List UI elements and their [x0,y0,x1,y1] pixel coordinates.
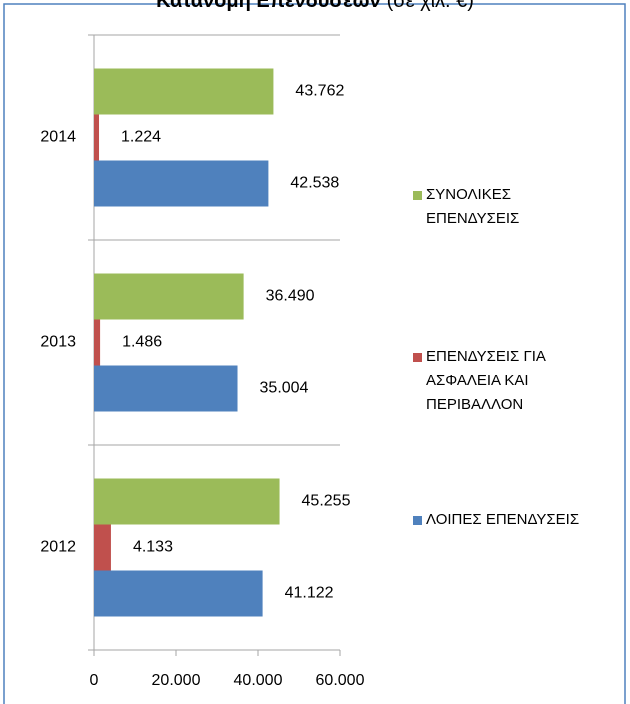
bar [94,570,263,617]
bar [94,68,274,115]
legend-label: ΣΥΝΟΛΙΚΕΣ ΕΠΕΝΔΥΣΕΙΣ [426,186,520,227]
data-label: 4.133 [133,539,173,556]
x-tick-label: 20.000 [152,672,201,689]
chart-title-group: Κατανομή Επενδύσεων (σε χιλ. €) [156,0,474,12]
y-tick-label: 2013 [40,334,76,351]
y-tick-label: 2012 [40,539,76,556]
data-label: 42.538 [290,175,339,192]
x-tick-label: 40.000 [234,672,283,689]
legend-item: ΣΥΝΟΛΙΚΕΣ ΕΠΕΝΔΥΣΕΙΣ [413,183,563,231]
bar [94,273,244,320]
legend-swatch [413,516,422,525]
legend-item: ΛΟΙΠΕΣ ΕΠΕΝΔΥΣΕΙΣ [413,508,613,532]
bar [94,478,280,525]
data-label: 35.004 [260,380,309,397]
bar [94,160,269,207]
legend-label: ΕΠΕΝΔΥΣΕΙΣ ΓΙΑ ΑΣΦΑΛΕΙΑ ΚΑΙ ΠΕΡΙΒΑΛΛΟΝ [426,348,546,413]
legend-label: ΛΟΙΠΕΣ ΕΠΕΝΔΥΣΕΙΣ [426,511,580,528]
data-label: 41.122 [285,585,334,602]
chart-title: Κατανομή Επενδύσεων [156,0,381,12]
legend-swatch [413,353,422,362]
data-label: 45.255 [302,493,351,510]
data-label: 43.762 [295,83,344,100]
legend-swatch [413,191,422,200]
legend-item: ΕΠΕΝΔΥΣΕΙΣ ΓΙΑ ΑΣΦΑΛΕΙΑ ΚΑΙ ΠΕΡΙΒΑΛΛΟΝ [413,345,578,417]
x-tick-label: 0 [90,672,99,689]
x-tick-label: 60.000 [316,672,365,689]
chart-subtitle: (σε χιλ. €) [387,0,474,12]
bar [94,524,111,571]
bar [94,114,100,161]
frame [3,3,626,704]
data-label: 36.490 [266,288,315,305]
data-label: 1.486 [122,334,162,351]
bar [94,365,238,412]
bar [94,319,101,366]
data-label: 1.224 [121,129,161,146]
y-tick-label: 2014 [40,129,76,146]
